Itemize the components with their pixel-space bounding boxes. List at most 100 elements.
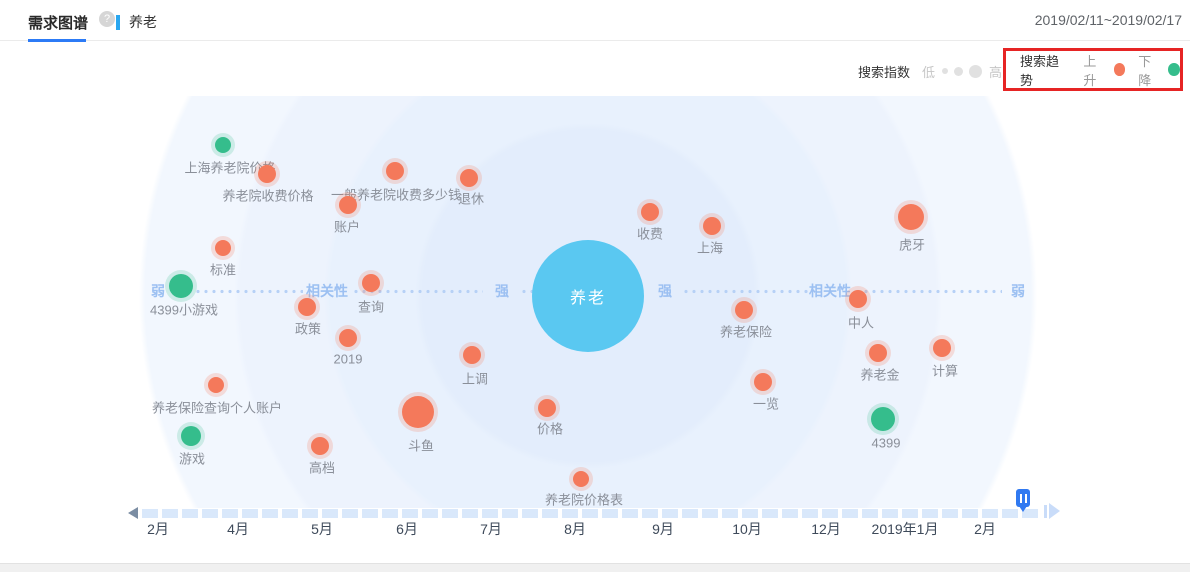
bubble-一览[interactable] [754,373,772,391]
up-trend-dot [1113,63,1126,76]
timeline-slider-handle-point [1019,506,1027,512]
bubble-养老保险[interactable] [735,301,753,319]
timeline-right-arrow[interactable] [1049,503,1060,519]
bubble-中人[interactable] [849,290,867,308]
tab-underline [28,39,86,42]
timeline-left-arrow[interactable] [128,507,138,519]
bubble-label: 查询 [357,299,385,315]
bubble-label: 退休 [457,191,485,207]
timeline-month-10月[interactable]: 10月 [732,521,762,537]
bottom-section-divider [0,563,1190,572]
timeline-month-5月[interactable]: 5月 [311,521,333,537]
bubble-收费[interactable] [641,203,659,221]
axis-dotted-segment [854,289,1002,294]
bubble-2019[interactable] [339,329,357,347]
header-divider [0,40,1190,41]
tab-keyword[interactable]: 养老 [116,12,157,32]
bubble-label: 4399小游戏 [150,302,218,318]
timeline-month-7月[interactable]: 7月 [480,521,502,537]
bubble-label: 游戏 [178,451,206,467]
timeline-month-4月[interactable]: 4月 [227,521,249,537]
index-dot-medium [954,66,964,76]
bubble-label: 上调 [461,371,489,387]
bubble-上海养老院价格[interactable] [215,137,231,153]
bubble-养老院价格表[interactable] [573,471,589,487]
bubble-斗鱼[interactable] [402,396,434,428]
bubble-label: 标准 [209,262,237,278]
bubble-label: 上海 [696,240,724,256]
timeline-month-2月[interactable]: 2月 [974,521,996,537]
bubble-账户[interactable] [339,196,357,214]
axis-label-强: 强 [495,283,509,299]
legend-index-label: 搜索指数 [858,64,911,80]
bubble-label: 养老院收费价格 [222,188,314,204]
bubble-虎牙[interactable] [898,204,924,230]
bubble-政策[interactable] [298,298,316,316]
bubble-上海[interactable] [703,217,721,235]
axis-dotted-segment [682,289,808,294]
timeline-track[interactable] [142,509,1038,518]
axis-label-强: 强 [658,283,672,299]
axis-label-弱: 弱 [1011,283,1025,299]
legend-up-label: 上升 [1083,53,1097,88]
bubble-label: 高档 [308,460,336,476]
axis-label-相关性: 相关性 [809,283,851,299]
center-keyword-label: 养老 [569,290,606,307]
timeline-right-arrow-bar [1044,505,1047,518]
legend-search-index: 搜索指数 低 高 [858,63,1003,80]
legend-search-trend-highlight: 搜索趋势 上升 下降 [1003,48,1183,91]
bubble-label: 政策 [294,321,322,337]
bubble-4399[interactable] [871,407,895,431]
timeline-month-2月[interactable]: 2月 [147,521,169,537]
timeline-slider-handle[interactable] [1016,489,1030,507]
timeline-month-6月[interactable]: 6月 [396,521,418,537]
page-title: 需求图谱 [28,15,89,32]
bubble-养老院收费价格[interactable] [258,165,276,183]
bubble-label: 上海养老院价格 [184,160,276,176]
bubble-label: 一般养老院收费多少钱 [330,187,462,203]
bubble-label: 2019 [333,351,363,367]
bubble-高档[interactable] [311,437,329,455]
bubble-价格[interactable] [538,399,556,417]
date-range: 2019/02/11~2019/02/17 [1034,12,1182,28]
help-icon[interactable]: ? [99,11,115,27]
down-trend-dot [1168,63,1180,76]
bubble-label: 养老金 [860,367,900,383]
timeline-month-2019年1月[interactable]: 2019年1月 [871,521,939,537]
axis-label-相关性: 相关性 [306,283,348,299]
bubble-label: 养老保险查询个人账户 [151,400,283,416]
timeline-month-8月[interactable]: 8月 [564,521,586,537]
center-keyword-circle[interactable]: 养老 [532,240,644,352]
bubble-label: 收费 [636,226,664,242]
axis-dotted-segment [520,289,533,294]
bubble-游戏[interactable] [181,426,201,446]
bubble-label: 价格 [536,421,564,437]
legend-trend-label: 搜索趋势 [1020,53,1060,88]
tab-label: 养老 [129,14,157,30]
axis-label-弱: 弱 [151,283,165,299]
bubble-退休[interactable] [460,169,478,187]
bubble-label: 养老院价格表 [544,492,624,508]
bubble-label: 4399 [871,435,901,451]
bubble-label: 账户 [333,219,361,235]
bubble-计算[interactable] [933,339,951,357]
bubble-养老金[interactable] [869,344,887,362]
bubble-一般养老院收费多少钱[interactable] [386,162,404,180]
bubble-label: 斗鱼 [407,438,435,454]
timeline-month-12月[interactable]: 12月 [811,521,841,537]
axis-dotted-segment [352,289,483,294]
bubble-上调[interactable] [463,346,481,364]
tab-active-bar [116,14,120,30]
bubble-标准[interactable] [215,240,231,256]
legend-low-label: 低 [922,64,936,80]
bubble-label: 计算 [931,363,959,379]
index-dot-large [969,64,983,78]
legend-high-label: 高 [989,64,1003,80]
bubble-养老保险查询个人账户[interactable] [208,377,224,393]
bubble-label: 一览 [752,396,780,412]
bubble-4399小游戏[interactable] [169,274,193,298]
bubble-查询[interactable] [362,274,380,292]
index-dot-small [942,68,949,74]
timeline-month-9月[interactable]: 9月 [652,521,674,537]
